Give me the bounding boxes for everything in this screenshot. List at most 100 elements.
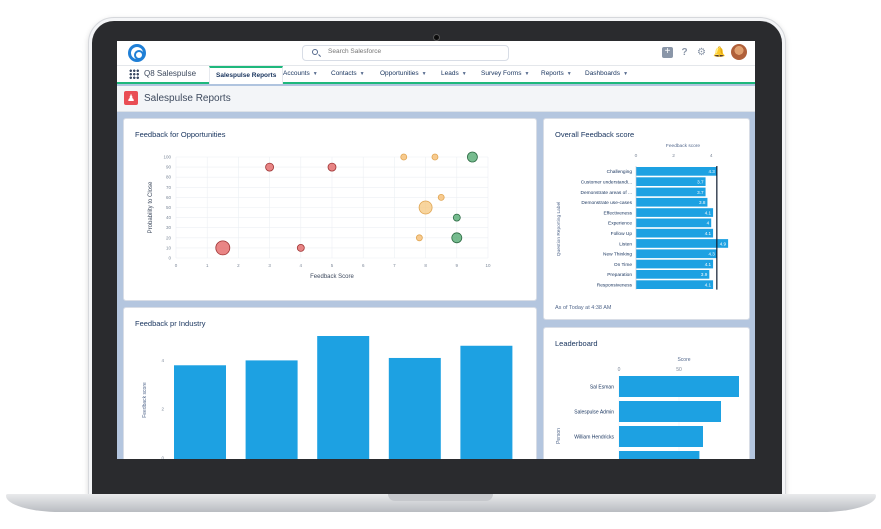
global-header: + ? ⚙ 🔔 — [117, 41, 755, 66]
tab-label: Accounts — [283, 70, 310, 77]
y-tick-label: 60 — [166, 195, 172, 200]
y-tick-label: 50 — [166, 205, 172, 210]
y-tick-label: 80 — [166, 175, 172, 180]
laptop-base — [6, 494, 876, 512]
y-tick-label: 2 — [161, 407, 164, 412]
app-name: Q8 Salespulse — [144, 69, 197, 78]
category-label: Follow Up — [611, 231, 633, 237]
scatter-point — [418, 200, 433, 215]
chevron-down-icon[interactable]: ▼ — [623, 71, 629, 77]
bar — [636, 249, 717, 259]
x-tick-label: 3 — [268, 263, 271, 268]
y-tick-label: 90 — [166, 165, 172, 170]
x-tick-label: 0 — [175, 263, 178, 268]
laptop-notch — [388, 494, 493, 501]
data-label: 3.7 — [697, 179, 704, 184]
data-label: 4.1 — [705, 262, 712, 267]
industry-bar-chart: 0 2 4 Feedback score — [142, 336, 513, 460]
bar — [619, 401, 721, 422]
category-label: Listen — [619, 241, 632, 247]
chevron-down-icon[interactable]: ▼ — [461, 71, 467, 77]
scatter-point — [451, 232, 463, 244]
search-icon — [312, 49, 318, 55]
tab-dashboards[interactable]: Dashboards ▼ — [585, 70, 628, 77]
tab-salespulse-reports[interactable]: Salespulse Reports — [209, 66, 284, 84]
data-label: 4 — [707, 221, 710, 226]
x-tick-label: 2 — [672, 153, 675, 159]
y-tick-label: 70 — [166, 185, 172, 190]
chevron-down-icon[interactable]: ▼ — [312, 71, 318, 77]
bar — [636, 187, 706, 197]
tab-label: Opportunities — [380, 70, 419, 77]
y-tick-label: 30 — [166, 225, 172, 230]
x-tick-label: 1 — [206, 263, 209, 268]
search-input[interactable] — [328, 48, 498, 55]
opportunities-card: Feedback for Opportunities 0 10 20 30 40 50 60… — [123, 118, 537, 301]
y-tick-label: 100 — [163, 155, 171, 160]
scatter-point — [431, 153, 439, 161]
gear-icon[interactable]: ⚙ — [697, 47, 706, 58]
category-label: William Hendricks — [574, 435, 614, 441]
category-label: Salespulse Admin — [574, 410, 614, 416]
data-label: 3.7 — [697, 190, 704, 195]
data-label: 4.1 — [705, 231, 712, 236]
chevron-down-icon[interactable]: ▼ — [359, 71, 365, 77]
scatter-point — [400, 153, 408, 161]
bar — [317, 336, 370, 459]
bar — [174, 365, 226, 459]
x-tick-label: 7 — [393, 263, 396, 268]
app-nav: Q8 Salespulse Salespulse Reports Accounts… — [117, 66, 755, 84]
industry-card-title: Feedback pr Industry — [135, 319, 206, 328]
bar — [636, 259, 714, 269]
category-label: Demonstrate areas of ... — [581, 190, 632, 196]
search-box[interactable] — [302, 45, 509, 61]
y-tick-label: 10 — [166, 245, 172, 250]
tab-label: Contacts — [331, 70, 357, 77]
y-tick-label: 0 — [161, 456, 164, 460]
tab-opportunities[interactable]: Opportunities ▼ — [380, 70, 427, 77]
scatter-point — [265, 162, 275, 172]
page-header: ♟ Salespulse Reports — [117, 86, 755, 112]
tab-label: Dashboards — [585, 70, 621, 77]
category-label: Effectiveness — [604, 210, 633, 216]
avatar[interactable] — [731, 44, 747, 60]
y-axis-label: Question Reporting Label — [556, 202, 562, 256]
category-label: Preparation — [607, 272, 632, 278]
leaderboard-chart: Score 0 50 Sal Esman Salespulse Admin William… — [556, 357, 739, 459]
category-label: Customer understandi... — [581, 179, 632, 185]
chevron-down-icon[interactable]: ▼ — [566, 71, 572, 77]
category-label: Demonstrate use-cases — [581, 200, 632, 206]
chevron-down-icon[interactable]: ▼ — [421, 71, 427, 77]
tab-reports[interactable]: Reports ▼ — [541, 70, 572, 77]
bar — [619, 451, 700, 459]
add-icon[interactable]: + — [662, 47, 673, 58]
chevron-down-icon[interactable]: ▼ — [524, 71, 530, 77]
help-icon[interactable]: ? — [681, 47, 688, 58]
tab-contacts[interactable]: Contacts ▼ — [331, 70, 365, 77]
bar — [636, 218, 712, 228]
overall-feedback-card: Overall Feedback score Feedback score 0 2 4… — [543, 118, 750, 320]
app-logo-icon[interactable] — [128, 44, 146, 62]
bar — [636, 197, 708, 207]
bar — [636, 280, 714, 289]
dashboard-body: Feedback for Opportunities 0 10 20 30 40 50 60… — [117, 112, 755, 459]
bell-icon[interactable]: 🔔 — [713, 47, 726, 58]
x-tick-label: 8 — [424, 263, 427, 268]
tab-survey-forms[interactable]: Survey Forms ▼ — [481, 70, 529, 77]
y-axis-label: Person — [556, 428, 562, 444]
bar — [619, 426, 703, 447]
x-tick-label: 6 — [362, 263, 365, 268]
data-label: 4.3 — [708, 252, 715, 257]
tab-label: Reports — [541, 70, 564, 77]
scatter-point — [466, 151, 478, 163]
scatter-point — [327, 162, 337, 172]
bar — [619, 376, 739, 397]
app-launcher-icon[interactable] — [129, 69, 139, 79]
tab-leads[interactable]: Leads ▼ — [441, 70, 467, 77]
report-icon: ♟ — [124, 91, 138, 105]
x-tick-label: 50 — [676, 367, 682, 373]
tab-accounts[interactable]: Accounts ▼ — [283, 70, 318, 77]
scatter-point — [296, 243, 305, 252]
bar — [636, 239, 729, 248]
y-tick-label: 20 — [166, 235, 172, 240]
